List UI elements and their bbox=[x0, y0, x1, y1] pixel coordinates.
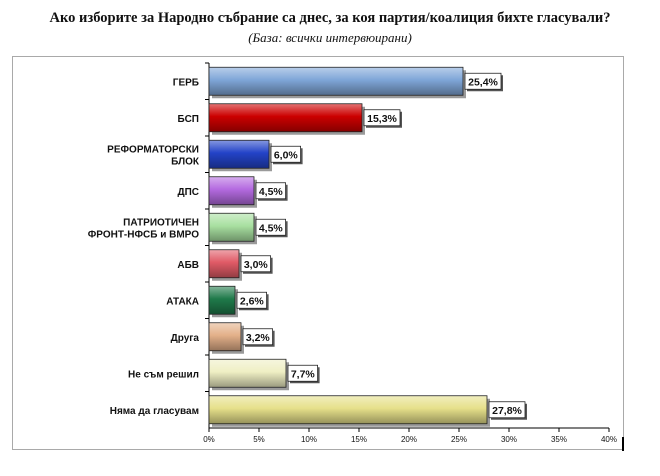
category-label-line: ДПС bbox=[177, 187, 199, 198]
category-label: ПАТРИОТИЧЕН ФРОНТ-НФСБ и ВМРО bbox=[88, 217, 199, 240]
category-label-line: РЕФОРМАТОРСКИ bbox=[107, 144, 199, 155]
category-label: ДПС bbox=[177, 187, 199, 198]
data-label: 6,0% bbox=[274, 149, 299, 161]
bar bbox=[208, 66, 464, 96]
bar bbox=[208, 322, 242, 352]
category-label-line: Няма да гласувам bbox=[110, 406, 199, 417]
data-label-box bbox=[240, 255, 272, 273]
category-label-line: ПАТРИОТИЧЕН bbox=[123, 217, 199, 228]
category-label-line: Друга bbox=[171, 333, 200, 344]
bar bbox=[208, 212, 255, 242]
bar bbox=[208, 176, 255, 206]
data-label: 3,2% bbox=[246, 332, 271, 344]
category-label-line: АТАКА bbox=[166, 296, 199, 307]
bar bbox=[208, 103, 363, 133]
data-label: 25,4% bbox=[468, 76, 498, 88]
data-label-box bbox=[464, 72, 502, 90]
category-label: Няма да гласувам bbox=[110, 406, 199, 417]
x-tick-label: 25% bbox=[451, 435, 467, 444]
category-label-line: БЛОК bbox=[171, 156, 200, 167]
x-tick-label: 5% bbox=[253, 435, 265, 444]
data-label: 15,3% bbox=[367, 113, 397, 125]
data-label: 2,6% bbox=[240, 295, 265, 307]
category-label-line: БСП bbox=[178, 114, 199, 125]
bar bbox=[208, 139, 270, 169]
bar bbox=[208, 285, 236, 315]
category-label: Не съм решил bbox=[128, 369, 199, 380]
data-label: 7,7% bbox=[291, 368, 316, 380]
data-label-box bbox=[363, 109, 401, 127]
category-label: АБВ bbox=[177, 260, 199, 271]
category-label-line: ФРОНТ-НФСБ и ВМРО bbox=[88, 229, 199, 240]
data-label-box bbox=[242, 328, 274, 346]
chart-subtitle: (База: всички интервюирани) bbox=[248, 30, 412, 45]
data-label-box bbox=[255, 182, 287, 200]
category-label: ГЕРБ bbox=[173, 77, 199, 88]
bar bbox=[208, 249, 240, 279]
data-label: 3,0% bbox=[244, 259, 269, 271]
x-tick-label: 20% bbox=[401, 435, 417, 444]
data-label: 4,5% bbox=[259, 186, 284, 198]
text-cursor bbox=[622, 437, 624, 451]
category-label: БСП bbox=[178, 114, 199, 125]
chart-frame: 0% 5% 10% 15% 20% 25% 30% 35% 40% ГЕРБ 25,4% БСП 15,… bbox=[12, 56, 624, 450]
category-label: РЕФОРМАТОРСКИ БЛОК bbox=[107, 144, 200, 167]
category-label-line: ГЕРБ bbox=[173, 77, 199, 88]
data-label-box bbox=[255, 218, 287, 236]
data-label-box bbox=[488, 401, 526, 419]
data-label-box bbox=[270, 145, 302, 163]
data-label: 4,5% bbox=[259, 222, 284, 234]
bar bbox=[208, 358, 287, 388]
x-tick-label: 40% bbox=[601, 435, 617, 444]
x-tick-label: 0% bbox=[203, 435, 215, 444]
bar-chart: 0% 5% 10% 15% 20% 25% 30% 35% 40% ГЕРБ 25,4% БСП 15,… bbox=[88, 62, 617, 444]
x-tick-label: 35% bbox=[551, 435, 567, 444]
x-tick-label: 30% bbox=[501, 435, 517, 444]
bar bbox=[208, 395, 488, 425]
chart-title: Ако изборите за Народно събрание са днес… bbox=[49, 10, 611, 26]
data-label: 27,8% bbox=[492, 405, 522, 417]
x-tick-label: 15% bbox=[351, 435, 367, 444]
category-label-line: Не съм решил bbox=[128, 369, 199, 380]
x-tick-label: 10% bbox=[301, 435, 317, 444]
category-label: АТАКА bbox=[166, 296, 199, 307]
data-label-box bbox=[287, 364, 319, 382]
category-label: Друга bbox=[171, 333, 200, 344]
category-label-line: АБВ bbox=[177, 260, 199, 271]
data-label-box bbox=[236, 291, 268, 309]
